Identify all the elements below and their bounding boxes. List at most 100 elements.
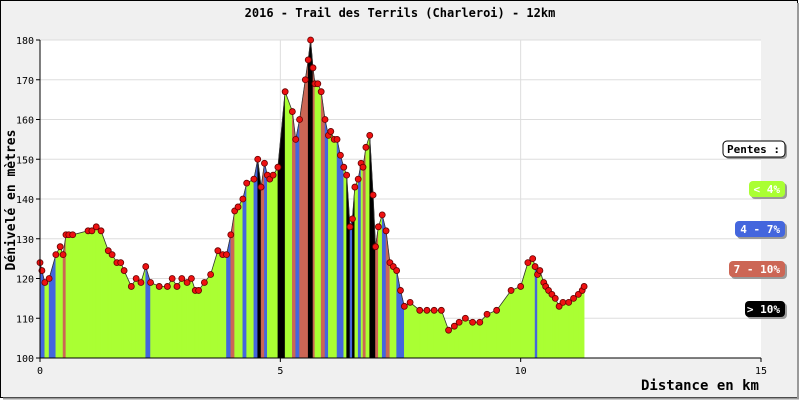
slope-segment bbox=[330, 131, 335, 359]
elevation-point bbox=[327, 128, 335, 135]
slope-segment bbox=[433, 309, 442, 359]
elevation-point bbox=[97, 227, 105, 235]
slope-segment bbox=[317, 83, 322, 359]
y-tick-label: 160 bbox=[16, 116, 34, 127]
slope-segment bbox=[91, 226, 97, 359]
y-tick-label: 180 bbox=[16, 36, 34, 47]
slope-segment bbox=[242, 183, 247, 359]
slope-segment bbox=[404, 301, 411, 359]
slope-segment bbox=[357, 163, 362, 359]
elevation-point bbox=[92, 223, 100, 231]
slope-segment bbox=[194, 290, 199, 359]
slope-segment bbox=[472, 321, 481, 359]
elevation-point bbox=[173, 283, 181, 290]
elevation-point bbox=[393, 267, 401, 274]
legend-entry-0 bbox=[749, 181, 785, 197]
elevation-point bbox=[317, 88, 325, 96]
elevation-point bbox=[531, 263, 539, 270]
y-axis-label: Dénivelé en mètres bbox=[4, 130, 19, 271]
slope-segment bbox=[150, 282, 160, 359]
elevation-point bbox=[178, 275, 186, 282]
elevation-point bbox=[223, 251, 230, 259]
slope-segment bbox=[59, 246, 64, 359]
slope-segment bbox=[95, 226, 102, 359]
elevation-point bbox=[346, 223, 354, 231]
x-tick-label: 15 bbox=[755, 366, 767, 377]
elevation-point bbox=[372, 243, 379, 251]
slope-segment bbox=[336, 139, 341, 359]
elevation-point bbox=[423, 306, 431, 314]
slope-segment bbox=[558, 301, 564, 359]
elevation-point bbox=[188, 275, 195, 282]
elevation-point bbox=[574, 290, 582, 298]
slope-segment bbox=[392, 265, 397, 359]
slope-segment bbox=[333, 139, 338, 359]
elevation-point bbox=[69, 231, 77, 239]
elevation-point bbox=[362, 143, 370, 151]
slope-segment bbox=[548, 289, 553, 359]
elevation-point bbox=[301, 76, 309, 84]
legend-title-label: Pentes : bbox=[727, 143, 780, 156]
slope-segment bbox=[378, 214, 383, 359]
axes: 100 110 120 130 140 150 160 170 180 0 5 10 15 bbox=[16, 36, 767, 377]
elevation-point bbox=[382, 227, 390, 235]
slope-segment bbox=[581, 286, 585, 359]
slope-segment bbox=[68, 234, 73, 359]
slope-segment bbox=[310, 39, 314, 359]
elevation-point bbox=[307, 36, 315, 44]
slope-segment bbox=[171, 277, 178, 359]
elevation-point bbox=[551, 294, 559, 302]
slope-segment bbox=[365, 135, 371, 359]
x-tick-label: 10 bbox=[515, 366, 527, 377]
elevation-point bbox=[239, 195, 247, 203]
elevation-point bbox=[483, 310, 491, 318]
slope-segment bbox=[158, 286, 168, 359]
elevation-point bbox=[142, 263, 150, 270]
elevation-point bbox=[234, 203, 242, 211]
slope-segment bbox=[55, 246, 61, 359]
elevation-point bbox=[243, 179, 251, 187]
elevation-point bbox=[281, 88, 289, 96]
slope-segment bbox=[324, 119, 329, 359]
elevation-point bbox=[309, 64, 317, 72]
elevation-point bbox=[450, 322, 458, 330]
slope-segment bbox=[320, 91, 326, 359]
elevation-point bbox=[41, 279, 49, 286]
slope-segment bbox=[181, 277, 188, 359]
slope-segment bbox=[486, 309, 497, 359]
slope-segment bbox=[222, 254, 227, 359]
elevation-point bbox=[274, 163, 282, 171]
elevation-point bbox=[406, 298, 414, 306]
y-tick-label: 120 bbox=[16, 275, 34, 286]
legend-entry-3 bbox=[745, 301, 785, 317]
slope-segment bbox=[314, 83, 319, 359]
legend-entry-1 bbox=[735, 221, 785, 237]
elevation-point bbox=[397, 287, 404, 294]
x-axis-label: Distance en km bbox=[641, 378, 759, 394]
elevation-point bbox=[430, 306, 438, 314]
slope-segment bbox=[131, 277, 137, 359]
slope-segment bbox=[234, 206, 239, 359]
slope-segment bbox=[167, 277, 173, 359]
elevation-point bbox=[207, 271, 215, 278]
slope-segment bbox=[65, 234, 70, 359]
y-tick-label: 150 bbox=[16, 155, 34, 166]
slope-segment bbox=[426, 309, 435, 359]
legend: Pentes : < 4% 4 - 7% 7 - 10% > 10% bbox=[722, 140, 787, 319]
slope-segment bbox=[562, 302, 570, 359]
slope-segment bbox=[111, 253, 118, 359]
slope-segment bbox=[135, 277, 142, 359]
slope-segment bbox=[578, 289, 583, 359]
elevation-point bbox=[147, 279, 154, 286]
elevation-point bbox=[580, 283, 588, 290]
elevation-point bbox=[400, 302, 408, 310]
slope-segment bbox=[362, 147, 367, 359]
y-tick-label: 110 bbox=[16, 314, 34, 325]
elevation-point bbox=[227, 231, 235, 239]
slope-segment bbox=[176, 277, 183, 359]
elevation-point bbox=[570, 294, 577, 302]
elevation-point bbox=[269, 171, 277, 179]
elevation-point bbox=[88, 227, 96, 235]
elevation-point bbox=[314, 80, 322, 88]
elevation-point bbox=[292, 135, 300, 143]
